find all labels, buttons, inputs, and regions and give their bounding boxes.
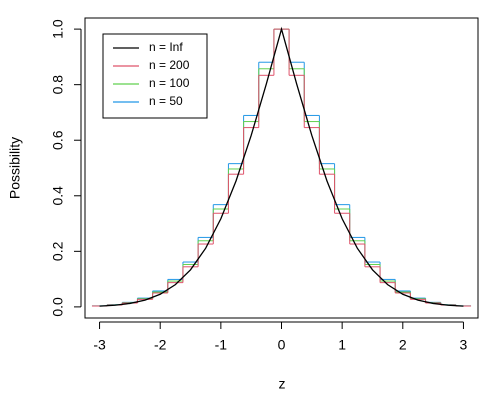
x-tick-label: -1 (215, 337, 228, 353)
y-tick-label: 0.0 (50, 297, 66, 317)
x-axis-label: z (279, 376, 286, 392)
x-tick-label: -3 (93, 337, 106, 353)
x-tick-label: 2 (399, 337, 407, 353)
y-tick-label: 0.8 (50, 75, 66, 95)
y-tick-label: 0.6 (50, 130, 66, 150)
y-axis-label: Possibility (7, 137, 23, 199)
x-tick-label: 3 (460, 337, 468, 353)
line-series (99, 26, 464, 307)
legend-label: n = 50 (149, 94, 183, 108)
legend-label: n = 100 (149, 76, 190, 90)
legend-label: n = Inf (149, 40, 183, 54)
y-tick-label: 0.2 (50, 241, 66, 261)
legend-label: n = 200 (149, 58, 190, 72)
y-tick-label: 0.4 (50, 186, 66, 206)
x-tick-label: -2 (154, 337, 167, 353)
y-tick-label: 1.0 (50, 19, 66, 39)
x-tick-label: 1 (338, 337, 346, 353)
x-tick-label: 0 (278, 337, 286, 353)
plot-box (84, 17, 479, 319)
